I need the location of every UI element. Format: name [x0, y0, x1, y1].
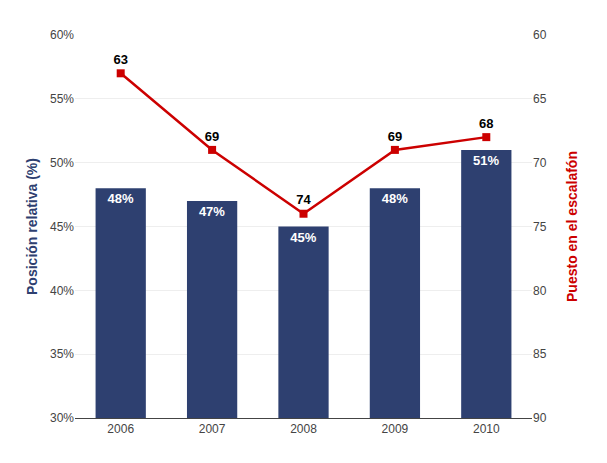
svg-text:74: 74: [296, 192, 311, 207]
svg-text:68: 68: [479, 116, 493, 131]
svg-text:45%: 45%: [290, 230, 316, 245]
svg-text:40%: 40%: [50, 284, 74, 298]
svg-text:50%: 50%: [50, 156, 74, 170]
svg-text:60%: 60%: [50, 28, 74, 42]
svg-text:69: 69: [388, 129, 402, 144]
svg-text:60: 60: [533, 28, 547, 42]
svg-text:48%: 48%: [107, 191, 133, 206]
svg-text:55%: 55%: [50, 92, 74, 106]
svg-text:63: 63: [113, 52, 127, 67]
svg-text:30%: 30%: [50, 411, 74, 425]
svg-text:90: 90: [533, 411, 547, 425]
svg-text:2006: 2006: [107, 422, 134, 436]
svg-text:48%: 48%: [382, 191, 408, 206]
svg-text:65: 65: [533, 92, 547, 106]
svg-text:35%: 35%: [50, 347, 74, 361]
svg-text:2008: 2008: [290, 422, 317, 436]
svg-text:2009: 2009: [382, 422, 409, 436]
svg-text:47%: 47%: [199, 204, 225, 219]
svg-text:2010: 2010: [473, 422, 500, 436]
svg-text:85: 85: [533, 347, 547, 361]
svg-text:Puesto en el escalafón: Puesto en el escalafón: [564, 151, 580, 302]
svg-text:69: 69: [205, 129, 219, 144]
svg-text:51%: 51%: [473, 153, 499, 168]
svg-text:80: 80: [533, 284, 547, 298]
svg-text:45%: 45%: [50, 220, 74, 234]
svg-text:75: 75: [533, 220, 547, 234]
svg-text:70: 70: [533, 156, 547, 170]
svg-text:Posición relativa (%): Posición relativa (%): [24, 158, 40, 295]
svg-text:2007: 2007: [199, 422, 226, 436]
